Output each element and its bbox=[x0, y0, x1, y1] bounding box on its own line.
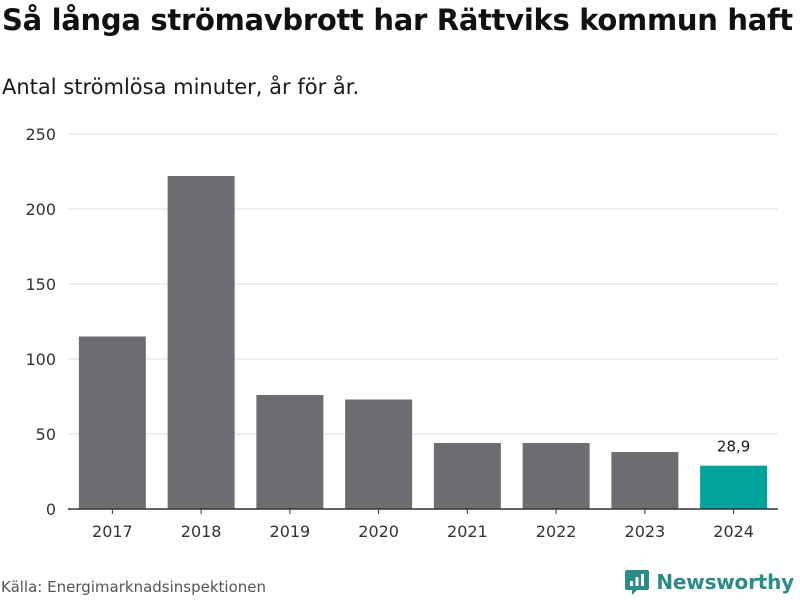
x-tick-label: 2018 bbox=[181, 522, 222, 541]
x-tick-label: 2024 bbox=[713, 522, 754, 541]
bar-2017 bbox=[78, 336, 146, 509]
x-tick-label: 2023 bbox=[625, 522, 666, 541]
axes: 0 50 100 150 200 250 2017 2018 2019 2020 2021 2022 2… bbox=[25, 125, 778, 541]
bar-2021 bbox=[433, 443, 501, 509]
bar-2019 bbox=[256, 395, 324, 509]
bar-2023 bbox=[611, 452, 679, 509]
y-tick-label: 250 bbox=[25, 125, 56, 144]
x-tick-label: 2019 bbox=[270, 522, 311, 541]
y-tick-label: 50 bbox=[36, 425, 56, 444]
y-tick-label: 100 bbox=[25, 350, 56, 369]
bar-2024 bbox=[700, 465, 768, 509]
y-tick-label: 0 bbox=[46, 500, 56, 519]
source-note: Källa: Energimarknadsinspektionen bbox=[1, 578, 267, 596]
bar-2020 bbox=[345, 399, 413, 509]
bar-2022 bbox=[522, 443, 590, 509]
newsworthy-logo-icon bbox=[625, 570, 650, 595]
bar-2018 bbox=[167, 176, 235, 509]
bars bbox=[78, 176, 768, 509]
x-tick-label: 2020 bbox=[358, 522, 399, 541]
y-tick-label: 200 bbox=[25, 200, 56, 219]
chart-title: Så långa strömavbrott har Rättviks kommu… bbox=[2, 3, 793, 37]
data-label: 28,9 bbox=[717, 438, 750, 456]
y-tick-label: 150 bbox=[25, 275, 56, 294]
x-tick-label: 2022 bbox=[536, 522, 577, 541]
x-tick-label: 2017 bbox=[92, 522, 133, 541]
brand-logo: Newsworthy bbox=[624, 568, 794, 596]
brand-name: Newsworthy bbox=[656, 570, 794, 594]
chart-subtitle: Antal strömlösa minuter, år för år. bbox=[2, 75, 360, 99]
x-tick-label: 2021 bbox=[447, 522, 488, 541]
data-labels: 28,9 bbox=[717, 438, 750, 456]
